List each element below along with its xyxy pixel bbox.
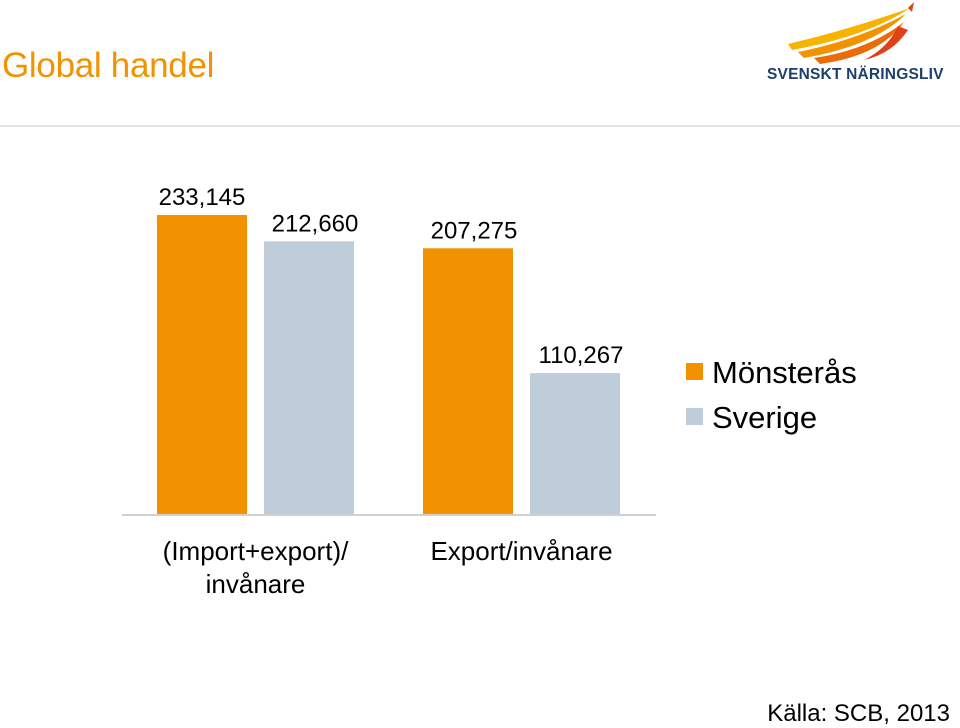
legend-swatch xyxy=(686,363,703,380)
bar xyxy=(157,215,247,515)
data-label: 207,275 xyxy=(431,217,518,244)
data-label: 233,145 xyxy=(159,184,246,211)
data-label: 110,267 xyxy=(539,342,624,369)
bar xyxy=(423,248,513,515)
legend-swatch xyxy=(686,408,703,425)
source-note: Källa: SCB, 2013 xyxy=(767,700,950,727)
category-label: invånare xyxy=(206,569,306,599)
category-label: (Import+export)/ xyxy=(163,536,349,566)
logo-wing-icon xyxy=(788,2,914,64)
page-title: Global handel xyxy=(2,46,215,85)
bar-chart: 233,145 212,660 (Import+export)/invånare 20… xyxy=(122,184,857,599)
logo-text: SVENSKT NÄRINGSLIV xyxy=(767,66,944,83)
bar xyxy=(530,373,620,515)
legend-label: Sverige xyxy=(712,400,817,435)
bar xyxy=(264,241,354,515)
legend-label: Mönsterås xyxy=(712,355,857,390)
category-label: Export/invånare xyxy=(430,536,612,566)
header-divider xyxy=(0,125,960,127)
data-label: 212,660 xyxy=(272,210,359,237)
